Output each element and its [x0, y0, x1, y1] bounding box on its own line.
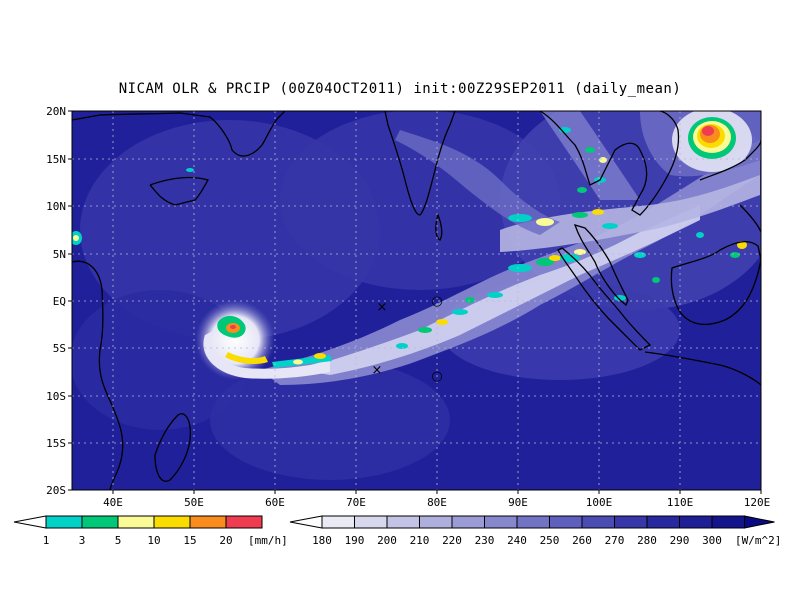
grid-lines	[72, 111, 761, 490]
colorbar-label: 220	[442, 534, 462, 547]
colorbar-label: 3	[79, 534, 86, 547]
colorbar-label: 280	[637, 534, 657, 547]
colorbar-high-arrow	[744, 515, 775, 529]
colorbar-box	[321, 515, 355, 529]
colorbar-box	[189, 515, 227, 529]
lat-tick: 5S	[53, 342, 66, 355]
colorbar-box	[614, 515, 648, 529]
colorbar-label: 210	[410, 534, 430, 547]
lon-tick-marks	[112, 490, 762, 494]
precip-colorbar: 1 3 5 10 15 20 [mm/h]	[13, 515, 288, 547]
colorbar-box	[581, 515, 615, 529]
marker-x-2: ×	[372, 363, 383, 378]
colorbar-box	[117, 515, 155, 529]
colorbar-box	[516, 515, 550, 529]
lon-tick: 100E	[586, 496, 613, 509]
colorbar-box	[484, 515, 518, 529]
lat-tick: 15N	[46, 153, 66, 166]
lat-tick: 5N	[53, 248, 66, 261]
colorbar-box	[386, 515, 420, 529]
olr-colorbar-labels: 180 190 200 210 220 230 240 250 260 270 280 290 300	[312, 534, 722, 547]
colorbar-label: 1	[43, 534, 50, 547]
colorbar-label: 230	[475, 534, 495, 547]
map-panel: × × ○ ○	[72, 111, 761, 490]
lon-tick: 120E	[744, 496, 771, 509]
colorbar-box	[419, 515, 453, 529]
lon-tick: 80E	[427, 496, 447, 509]
precip-unit-label: [mm/h]	[248, 534, 288, 547]
precip-colorbar-low-arrow	[13, 515, 47, 529]
colorbar-box	[711, 515, 745, 529]
colorbar-label: 250	[540, 534, 560, 547]
lon-tick: 70E	[346, 496, 366, 509]
colorbar-label: 300	[702, 534, 722, 547]
colorbar-box	[354, 515, 388, 529]
station-markers: × × ○ ○	[372, 294, 443, 384]
marker-x-1: ×	[377, 300, 388, 315]
lat-tick: 20N	[46, 105, 66, 118]
lat-tick: EQ	[53, 295, 66, 308]
olr-colorbar: 180 190 200 210 220 230 240 250 260 270 280 290 300 …	[289, 515, 781, 547]
olr-field	[72, 111, 761, 480]
colorbar-box	[45, 515, 83, 529]
colorbar-label: 10	[147, 534, 160, 547]
figure-title: NICAM OLR & PRCIP (00Z04OCT2011) init:00…	[119, 81, 682, 97]
colorbar-label: 260	[572, 534, 592, 547]
colorbar-label: 20	[219, 534, 232, 547]
precip-field	[72, 117, 747, 368]
precip-colorbar-boxes	[45, 515, 263, 529]
lat-tick: 10S	[46, 390, 66, 403]
lat-tick: 10N	[46, 200, 66, 213]
marker-o-1: ○	[431, 294, 442, 309]
colorbar-label: 190	[345, 534, 365, 547]
lat-tick-marks	[68, 110, 72, 491]
lon-tick: 40E	[103, 496, 123, 509]
olr-colorbar-low-arrow	[289, 515, 323, 529]
colorbar-label: 290	[670, 534, 690, 547]
colorbar-label: 180	[312, 534, 332, 547]
colorbar-label: 5	[115, 534, 122, 547]
colorbar-box	[679, 515, 713, 529]
lon-tick: 110E	[667, 496, 694, 509]
colorbar-label: 15	[183, 534, 196, 547]
colorbar-box	[451, 515, 485, 529]
precip-colorbar-labels: 1 3 5 10 15 20	[43, 534, 233, 547]
lon-tick: 60E	[265, 496, 285, 509]
colorbar-box	[646, 515, 680, 529]
colorbar-box	[225, 515, 263, 529]
lon-tick: 50E	[184, 496, 204, 509]
coastlines	[72, 111, 761, 490]
olr-colorbar-boxes	[321, 515, 775, 529]
colorbar-box	[81, 515, 119, 529]
colorbar-box	[549, 515, 583, 529]
lon-tick: 90E	[508, 496, 528, 509]
colorbar-box	[153, 515, 191, 529]
olr-unit-label: [W/m^2]	[735, 534, 781, 547]
lat-axis: 20N 15N 10N 5N EQ 5S 10S 15S 20S	[46, 105, 66, 497]
lat-tick: 20S	[46, 484, 66, 497]
lat-tick: 15S	[46, 437, 66, 450]
colorbar-label: 200	[377, 534, 397, 547]
colorbar-label: 240	[507, 534, 527, 547]
colorbar-label: 270	[605, 534, 625, 547]
marker-o-2: ○	[431, 369, 442, 384]
lon-axis: 40E 50E 60E 70E 80E 90E 100E 110E 120E	[103, 496, 770, 509]
